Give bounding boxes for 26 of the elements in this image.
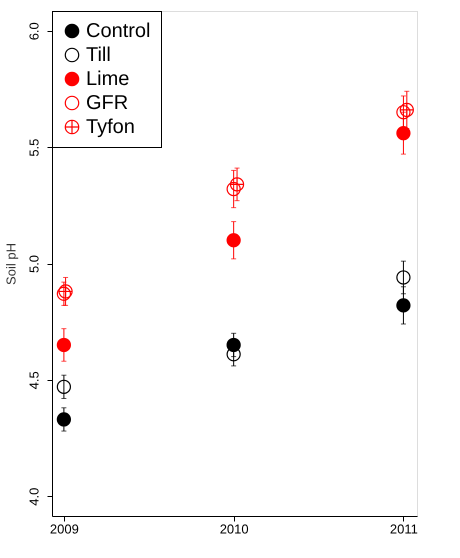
y-tick-label: 6.0 (26, 22, 42, 40)
point (396, 105, 411, 120)
y-tick-label: 5.5 (26, 138, 42, 157)
point (396, 270, 411, 285)
x-tick-label: 2010 (220, 522, 249, 536)
point (226, 338, 241, 352)
legend-label: Till (86, 44, 111, 66)
y-tick-label: 4.0 (26, 488, 42, 506)
point (400, 102, 414, 118)
point (226, 233, 241, 248)
point (230, 177, 244, 192)
legend-label: GFR (86, 92, 128, 114)
point (56, 412, 72, 427)
legend-label: Control (86, 20, 150, 42)
x-tick-label: 2011 (390, 522, 418, 536)
legend-label: Lime (86, 68, 130, 90)
point (56, 338, 72, 352)
x-tick-label: 2009 (50, 522, 79, 536)
y-tick-label: 5.0 (26, 254, 42, 274)
point (226, 182, 241, 196)
point (396, 126, 411, 140)
point (396, 298, 411, 312)
legend-label: Tyfon (86, 116, 135, 138)
y-axis-title: Soil pH (4, 243, 18, 285)
y-tick-label: 4.5 (26, 371, 42, 390)
point (56, 380, 72, 394)
